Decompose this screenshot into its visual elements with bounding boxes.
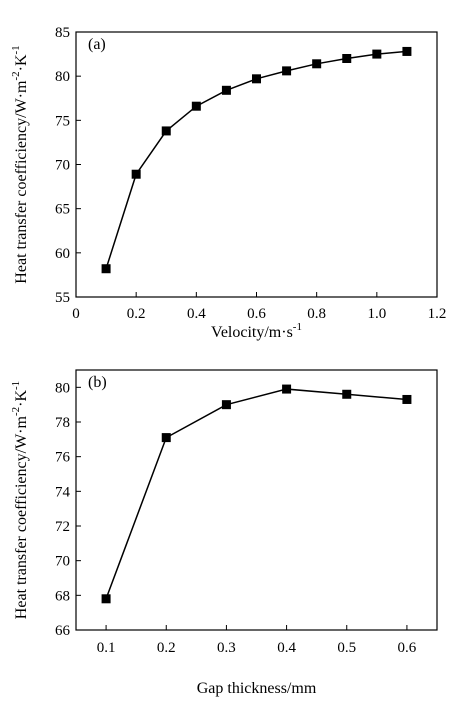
x-tick-label: 0.6 [398,640,417,656]
data-point-marker [282,66,292,76]
x-tick-label: 0 [72,306,80,322]
plot-frame [75,369,438,631]
label-superscript: -2 [10,407,22,416]
y-tick-label: 76 [55,450,71,466]
x-tick-label: 1.0 [367,306,386,322]
y-tick-label: 74 [55,484,71,500]
x-tick-label: 0.4 [277,640,296,656]
label-tail: ·K [13,390,30,407]
y-tick-label: 85 [55,25,70,41]
label-tail: ·K [13,54,30,71]
chart-panel-b: 0.1 0.2 0.3 0.4 0.5 0.6 66 68 70 72 74 76 78 80 (b) Gap… [10,369,438,697]
y-tick-label: 70 [55,554,70,570]
data-point-marker [161,126,171,136]
data-point-marker [161,433,171,443]
label-main: Velocity/m·s [211,324,293,341]
label-superscript: -2 [10,71,22,80]
data-point-marker [342,389,352,399]
data-point-marker [372,49,382,59]
data-point-marker [131,169,141,179]
chart-panel-a: 0 0.2 0.4 0.6 0.8 1.0 1.2 55 60 65 70 75 80 85 (a) Velo… [10,25,446,341]
y-tick-label: 78 [55,415,70,431]
panel-label: (a) [88,36,106,53]
x-axis-title: Gap thickness/mm [197,680,317,697]
series-line [105,388,407,600]
series-line [105,50,407,269]
panel-label: (b) [88,374,107,391]
label-superscript: -1 [10,381,22,390]
y-tick-label: 55 [55,290,70,306]
y-tick-label: 70 [55,158,70,174]
y-tick-label: 68 [55,588,70,604]
x-tick-label: 0.2 [127,306,146,322]
y-tick-label: 75 [55,113,70,129]
data-point-marker [191,101,201,111]
label-main: Heat transfer coefficiency/W·m [13,80,30,284]
data-point-marker [252,74,261,84]
data-point-marker [342,54,352,63]
data-point-marker [312,59,322,69]
data-point-marker [221,85,231,95]
x-tick-label: 0.4 [187,306,206,322]
data-point-marker [402,46,412,56]
data-point-marker [402,394,412,404]
y-tick-label: 65 [55,202,70,218]
data-point-marker [282,384,292,394]
label-main: Gap thickness/mm [197,680,317,697]
y-tick-label: 80 [55,380,70,396]
y-axis-title: Heat transfer coefficiency/W·m-2·K-1 [10,381,30,619]
label-superscript: -1 [293,321,302,333]
x-axis-title: Velocity/m·s-1 [211,321,302,341]
y-tick-label: 66 [55,623,71,639]
x-tick-label: 0.2 [157,640,176,656]
label-superscript: -1 [10,45,22,54]
y-tick-label: 72 [55,519,70,535]
y-tick-label: 60 [55,246,70,262]
x-tick-label: 0.3 [217,640,236,656]
x-tick-label: 0.8 [307,306,326,322]
x-tick-label: 0.6 [247,306,266,322]
x-tick-label: 0.5 [337,640,356,656]
plot-frame [75,31,438,298]
data-point-marker [101,594,111,604]
x-tick-label: 1.2 [428,306,447,322]
label-main: Heat transfer coefficiency/W·m [13,415,30,619]
data-point-marker [221,400,231,410]
data-point-marker [101,264,111,274]
x-tick-label: 0.1 [97,640,116,656]
y-tick-label: 80 [55,69,70,85]
y-axis-title: Heat transfer coefficiency/W·m-2·K-1 [10,45,30,283]
